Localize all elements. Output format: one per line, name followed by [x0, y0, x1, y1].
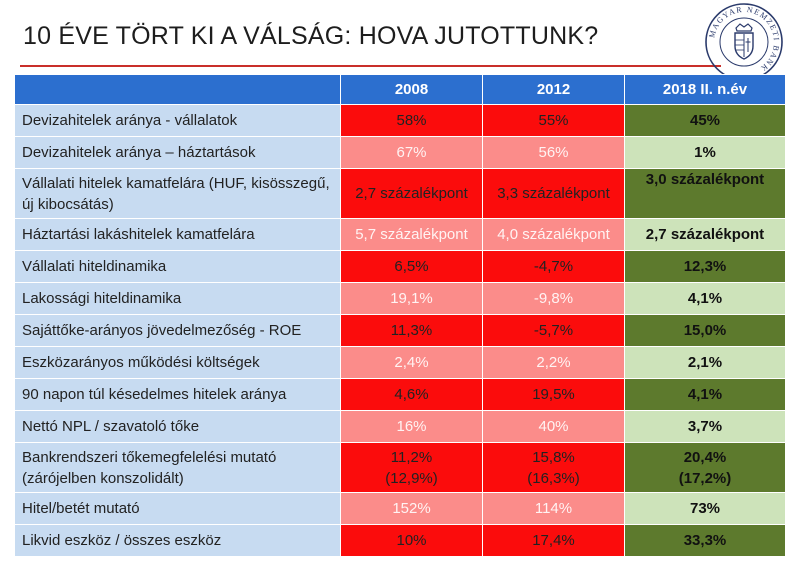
- cell-value-consolidated: (16,3%): [527, 469, 580, 487]
- row-label: Vállalati hitelek kamatfelára (HUF, kisö…: [14, 168, 341, 219]
- table-row: Bankrendszeri tőkemegfelelési mutató (zá…: [14, 442, 786, 493]
- cell-2012: -9,8%: [482, 282, 625, 315]
- cell-2008: 2,4%: [340, 346, 483, 379]
- header-2012: 2012: [482, 74, 625, 105]
- cell-2018: 4,1%: [624, 378, 786, 411]
- cell-2012: 17,4%: [482, 524, 625, 557]
- table-row: Likvid eszköz / összes eszköz 10% 17,4% …: [14, 524, 786, 557]
- cell-2008: 5,7 százalékpont: [340, 218, 483, 251]
- cell-2018: 12,3%: [624, 250, 786, 283]
- table-row: Devizahitelek aránya – háztartások 67% 5…: [14, 136, 786, 169]
- cell-2018: 73%: [624, 492, 786, 525]
- row-label: Nettó NPL / szavatoló tőke: [14, 410, 341, 443]
- cell-2012: 19,5%: [482, 378, 625, 411]
- cell-value: 20,4%: [683, 448, 727, 466]
- cell-value-consolidated: (17,2%): [678, 469, 732, 487]
- row-label: Eszközarányos működési költségek: [14, 346, 341, 379]
- table-row: Vállalati hiteldinamika 6,5% -4,7% 12,3%: [14, 250, 786, 283]
- cell-value: 15,8%: [532, 448, 575, 466]
- cell-2008: 67%: [340, 136, 483, 169]
- cell-2018: 45%: [624, 104, 786, 137]
- row-label: Devizahitelek aránya – háztartások: [14, 136, 341, 169]
- cell-2008: 11,3%: [340, 314, 483, 347]
- cell-2008: 19,1%: [340, 282, 483, 315]
- cell-2018: 33,3%: [624, 524, 786, 557]
- cell-2012: 40%: [482, 410, 625, 443]
- title-underline: [20, 65, 721, 67]
- row-label: Devizahitelek aránya - vállalatok: [14, 104, 341, 137]
- cell-2012: 55%: [482, 104, 625, 137]
- cell-2008: 152%: [340, 492, 483, 525]
- table-row: Nettó NPL / szavatoló tőke 16% 40% 3,7%: [14, 410, 786, 443]
- table-row: Háztartási lakáshitelek kamatfelára 5,7 …: [14, 218, 786, 251]
- header-2008: 2008: [340, 74, 483, 105]
- table-row: Devizahitelek aránya - vállalatok 58% 55…: [14, 104, 786, 137]
- cell-2018: 1%: [624, 136, 786, 169]
- cell-2012: 114%: [482, 492, 625, 525]
- header-2018: 2018 II. n.év: [624, 74, 786, 105]
- table-row: Eszközarányos működési költségek 2,4% 2,…: [14, 346, 786, 379]
- indicator-table: 2008 2012 2018 II. n.év Devizahitelek ar…: [14, 74, 786, 557]
- page-title: 10 ÉVE TÖRT KI A VÁLSÁG: HOVA JUTOTTUNK?: [23, 22, 599, 50]
- cell-2012: 15,8% (16,3%): [482, 442, 625, 493]
- cell-2018: 2,1%: [624, 346, 786, 379]
- row-label: Likvid eszköz / összes eszköz: [14, 524, 341, 557]
- table-row: Hitel/betét mutató 152% 114% 73%: [14, 492, 786, 525]
- cell-2008: 16%: [340, 410, 483, 443]
- cell-2008: 2,7 százalékpont: [340, 168, 483, 219]
- row-label: Lakossági hiteldinamika: [14, 282, 341, 315]
- cell-2012: 4,0 százalékpont: [482, 218, 625, 251]
- row-label: Sajáttőke-arányos jövedelmezőség - ROE: [14, 314, 341, 347]
- row-label: Háztartási lakáshitelek kamatfelára: [14, 218, 341, 251]
- cell-2018: 4,1%: [624, 282, 786, 315]
- cell-value-consolidated: (12,9%): [385, 469, 438, 487]
- table-row: 90 napon túl késedelmes hitelek aránya 4…: [14, 378, 786, 411]
- row-label: Hitel/betét mutató: [14, 492, 341, 525]
- cell-2008: 4,6%: [340, 378, 483, 411]
- table-row: Lakossági hiteldinamika 19,1% -9,8% 4,1%: [14, 282, 786, 315]
- cell-2018: 20,4% (17,2%): [624, 442, 786, 493]
- cell-value: 11,2%: [390, 448, 433, 466]
- cell-2008: 11,2% (12,9%): [340, 442, 483, 493]
- cell-2018: 2,7 százalékpont: [624, 218, 786, 251]
- cell-2018: 3,7%: [624, 410, 786, 443]
- row-label: Bankrendszeri tőkemegfelelési mutató (zá…: [14, 442, 341, 493]
- mnb-seal-icon: MAGYAR NEMZETI BANK: [705, 3, 783, 81]
- cell-2008: 6,5%: [340, 250, 483, 283]
- cell-2012: -5,7%: [482, 314, 625, 347]
- cell-2008: 10%: [340, 524, 483, 557]
- table-header-row: 2008 2012 2018 II. n.év: [14, 74, 786, 105]
- cell-2008: 58%: [340, 104, 483, 137]
- cell-2012: -4,7%: [482, 250, 625, 283]
- row-label: 90 napon túl késedelmes hitelek aránya: [14, 378, 341, 411]
- cell-2012: 2,2%: [482, 346, 625, 379]
- cell-2012: 3,3 százalékpont: [482, 168, 625, 219]
- cell-2018: 3,0 százalékpont: [624, 168, 786, 219]
- table-row: Sajáttőke-arányos jövedelmezőség - ROE 1…: [14, 314, 786, 347]
- table-row: Vállalati hitelek kamatfelára (HUF, kisö…: [14, 168, 786, 219]
- header-blank: [14, 74, 341, 105]
- cell-2012: 56%: [482, 136, 625, 169]
- row-label: Vállalati hiteldinamika: [14, 250, 341, 283]
- cell-2018: 15,0%: [624, 314, 786, 347]
